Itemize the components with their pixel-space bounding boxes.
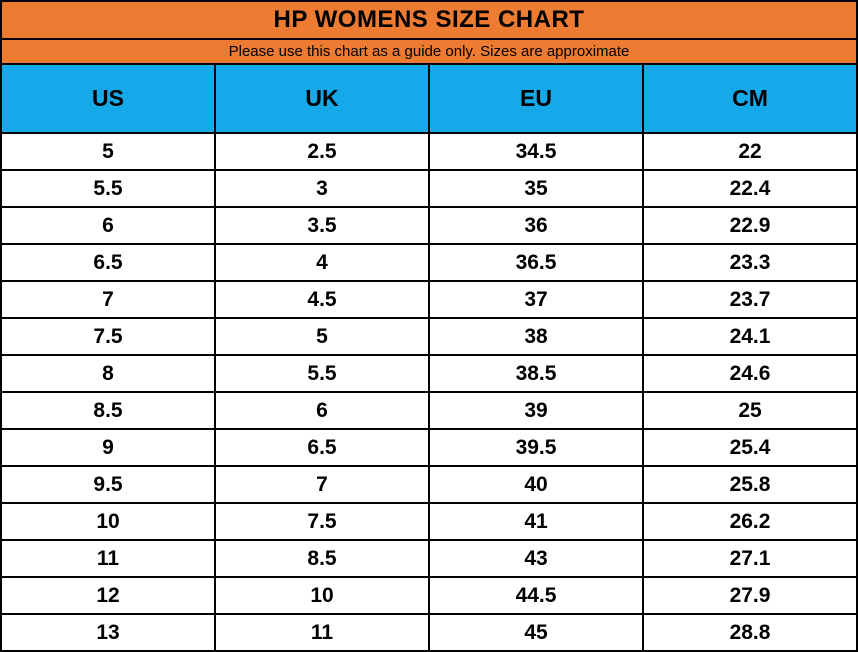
table-row: 6 3.5 36 22.9 [0, 206, 858, 245]
table-row: 10 7.5 41 26.2 [0, 502, 858, 541]
size-cell-uk: 6 [214, 391, 430, 430]
size-cell-cm: 22.9 [642, 206, 858, 245]
size-cell-eu: 37 [428, 280, 644, 319]
size-cell-us: 5.5 [0, 169, 216, 208]
size-cell-uk: 7 [214, 465, 430, 504]
size-cell-cm: 25.8 [642, 465, 858, 504]
size-cell-cm: 27.9 [642, 576, 858, 615]
table-row: 6.5 4 36.5 23.3 [0, 243, 858, 282]
size-cell-eu: 34.5 [428, 132, 644, 171]
size-cell-uk: 11 [214, 613, 430, 652]
size-cell-us: 8.5 [0, 391, 216, 430]
size-cell-us: 9.5 [0, 465, 216, 504]
size-cell-uk: 6.5 [214, 428, 430, 467]
size-cell-uk: 4.5 [214, 280, 430, 319]
table-row: 9.5 7 40 25.8 [0, 465, 858, 504]
size-cell-cm: 22.4 [642, 169, 858, 208]
table-row: 5.5 3 35 22.4 [0, 169, 858, 208]
column-header-cm: CM [642, 63, 858, 134]
size-cell-eu: 35 [428, 169, 644, 208]
size-cell-us: 7.5 [0, 317, 216, 356]
table-row: 7.5 5 38 24.1 [0, 317, 858, 356]
size-cell-uk: 3.5 [214, 206, 430, 245]
size-cell-us: 12 [0, 576, 216, 615]
size-cell-eu: 41 [428, 502, 644, 541]
size-cell-uk: 5.5 [214, 354, 430, 393]
size-cell-cm: 26.2 [642, 502, 858, 541]
table-row: 11 8.5 43 27.1 [0, 539, 858, 578]
size-cell-us: 5 [0, 132, 216, 171]
title-row: HP WOMENS SIZE CHART [0, 0, 858, 40]
size-chart-header: HP WOMENS SIZE CHART Please use this cha… [0, 0, 858, 134]
size-cell-us: 13 [0, 613, 216, 652]
size-cell-uk: 3 [214, 169, 430, 208]
column-header-row: US UK EU CM [0, 63, 858, 134]
size-cell-us: 9 [0, 428, 216, 467]
column-header-uk: UK [214, 63, 430, 134]
table-row: 12 10 44.5 27.9 [0, 576, 858, 615]
size-cell-cm: 28.8 [642, 613, 858, 652]
table-row: 9 6.5 39.5 25.4 [0, 428, 858, 467]
size-cell-uk: 8.5 [214, 539, 430, 578]
column-header-eu: EU [428, 63, 644, 134]
size-chart-body: 5 2.5 34.5 22 5.5 3 35 22.4 6 3.5 36 22.9 6.5 4 36.5 23… [0, 132, 858, 652]
size-cell-us: 11 [0, 539, 216, 578]
column-header-us: US [0, 63, 216, 134]
size-cell-us: 6 [0, 206, 216, 245]
size-cell-eu: 38 [428, 317, 644, 356]
size-cell-eu: 39 [428, 391, 644, 430]
size-cell-cm: 24.1 [642, 317, 858, 356]
size-cell-uk: 7.5 [214, 502, 430, 541]
size-cell-cm: 25.4 [642, 428, 858, 467]
size-cell-eu: 36 [428, 206, 644, 245]
table-row: 13 11 45 28.8 [0, 613, 858, 652]
subtitle-text: Please use this chart as a guide only. S… [0, 38, 858, 65]
size-cell-eu: 45 [428, 613, 644, 652]
size-cell-cm: 23.7 [642, 280, 858, 319]
size-cell-cm: 23.3 [642, 243, 858, 282]
size-cell-eu: 40 [428, 465, 644, 504]
size-cell-us: 8 [0, 354, 216, 393]
size-cell-uk: 10 [214, 576, 430, 615]
size-cell-eu: 39.5 [428, 428, 644, 467]
size-cell-us: 10 [0, 502, 216, 541]
size-cell-eu: 44.5 [428, 576, 644, 615]
size-cell-uk: 2.5 [214, 132, 430, 171]
page-title: HP WOMENS SIZE CHART [0, 0, 858, 40]
size-cell-uk: 4 [214, 243, 430, 282]
size-cell-cm: 25 [642, 391, 858, 430]
size-cell-uk: 5 [214, 317, 430, 356]
size-cell-cm: 22 [642, 132, 858, 171]
size-cell-eu: 38.5 [428, 354, 644, 393]
size-cell-eu: 36.5 [428, 243, 644, 282]
table-row: 7 4.5 37 23.7 [0, 280, 858, 319]
subtitle-row: Please use this chart as a guide only. S… [0, 38, 858, 65]
size-cell-us: 7 [0, 280, 216, 319]
size-cell-cm: 24.6 [642, 354, 858, 393]
size-cell-us: 6.5 [0, 243, 216, 282]
size-cell-eu: 43 [428, 539, 644, 578]
table-row: 8.5 6 39 25 [0, 391, 858, 430]
table-row: 8 5.5 38.5 24.6 [0, 354, 858, 393]
size-cell-cm: 27.1 [642, 539, 858, 578]
table-row: 5 2.5 34.5 22 [0, 132, 858, 171]
